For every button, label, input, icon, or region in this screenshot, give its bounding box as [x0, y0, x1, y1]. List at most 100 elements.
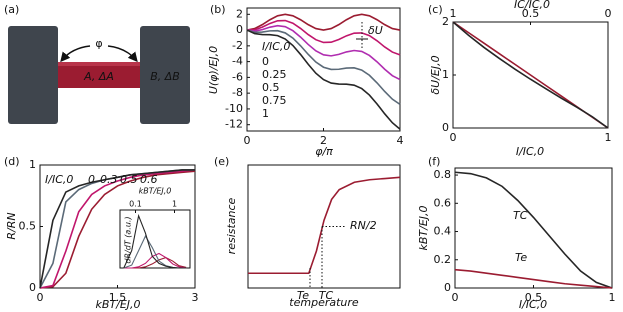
y-tick-label: 0.2 — [434, 253, 452, 266]
x-tick-label: 0 — [452, 291, 459, 304]
legend-entry: 0.25 — [262, 68, 287, 81]
legend-entry: 0.5 — [120, 173, 138, 186]
x-axis-label: kBT/EJ,0 — [139, 187, 172, 196]
y-tick-label: 0.4 — [434, 225, 452, 238]
x-tick-label: 0 — [450, 131, 457, 144]
y-axis-label: resistance — [225, 197, 238, 254]
panel-label: (e) — [214, 155, 229, 168]
x-axis-label: I/IC,0 — [516, 145, 544, 158]
annotation: TC — [319, 289, 334, 302]
plot-frame — [246, 7, 401, 132]
x-tick-label: 1.5 — [109, 291, 127, 304]
curve-label: TC — [513, 209, 528, 222]
legend-entry: 0.5 — [262, 81, 280, 94]
y-axis-label: kBT/EJ,0 — [417, 205, 430, 250]
y-tick-label: 0 — [442, 121, 449, 134]
y-tick-label: 0 — [444, 281, 451, 294]
series-line — [248, 176, 401, 275]
annotation: RN/2 — [350, 219, 377, 232]
y-tick-label: -12 — [225, 118, 243, 131]
series-line — [39, 169, 196, 289]
legend-entry: 0.3 — [100, 173, 118, 186]
series-line — [39, 169, 195, 289]
x-tick-label: 1 — [609, 291, 616, 304]
x-tick-label: 2 — [320, 134, 327, 147]
y-tick-label: -10 — [225, 102, 243, 115]
legend-title: I/IC,0 — [262, 40, 290, 53]
x-axis-label: temperature — [289, 296, 359, 309]
series-line — [246, 29, 401, 106]
x2-tick-label: 0.5 — [522, 7, 540, 20]
y-tick-label: 0.6 — [434, 196, 452, 209]
plot-frame — [247, 164, 401, 289]
y-tick-label: 0 — [29, 281, 36, 294]
x-tick-label: 3 — [192, 291, 199, 304]
junction-bar-top — [58, 62, 140, 66]
phase-arrow — [60, 45, 91, 63]
y-tick-label: -4 — [232, 55, 243, 68]
y-tick-label: 0.5 — [19, 220, 37, 233]
legend-entry: 0 — [88, 173, 95, 186]
y-tick-label: 0.8 — [434, 168, 452, 181]
panel-label: (a) — [4, 3, 19, 16]
x-tick-label: 4 — [397, 134, 404, 147]
left-block — [8, 26, 58, 124]
phase-arrow — [107, 45, 138, 63]
series-line — [246, 24, 401, 81]
x-tick-label: 0 — [244, 134, 251, 147]
plot-frame — [454, 167, 613, 289]
junction-bar — [58, 62, 140, 88]
y-axis-label: U(φ)/EJ,0 — [207, 46, 220, 94]
y-tick-label: 2 — [236, 7, 243, 20]
y-tick-label: -8 — [232, 86, 243, 99]
x2-tick-label: 0 — [605, 7, 612, 20]
legend-entry: 0 — [262, 55, 269, 68]
x-tick-label: 1 — [605, 131, 612, 144]
x2-tick-label: 1 — [450, 7, 457, 20]
series-line — [454, 171, 613, 289]
x-tick-label: 0.5 — [525, 291, 543, 304]
region-label: B, ΔB — [150, 70, 180, 83]
series-line — [246, 29, 401, 130]
series-line — [454, 268, 613, 289]
y-tick-label: 1 — [442, 68, 449, 81]
right-block — [140, 26, 190, 124]
x-axis-label: φ/π — [315, 145, 333, 158]
panel-label: (f) — [428, 155, 440, 168]
y-tick-label: -2 — [232, 39, 243, 52]
series-line — [123, 213, 187, 269]
x-tick-label: 0.1 — [129, 200, 142, 209]
annotation: δU — [368, 24, 383, 37]
curve-label: Te — [515, 251, 527, 264]
legend-entry: 1 — [262, 107, 269, 120]
series-line — [123, 256, 187, 269]
legend-entry: 0.6 — [140, 173, 158, 186]
panel-label: (d) — [4, 155, 20, 168]
x-tick-label: 0 — [37, 291, 44, 304]
x-tick-label: 1 — [172, 200, 177, 209]
panel-label: (b) — [210, 3, 226, 16]
y-tick-label: -6 — [232, 70, 243, 83]
plot-frame — [119, 209, 191, 269]
region-label: A, ΔA — [83, 70, 114, 83]
series-line — [246, 19, 401, 56]
x-axis-label: kBT/EJ,0 — [95, 298, 140, 311]
annotation: Te — [297, 289, 309, 302]
panel-label: (c) — [428, 3, 443, 16]
y-axis-label: R/RN — [5, 212, 18, 239]
series-line — [452, 21, 609, 129]
legend-title: I/IC,0 — [45, 173, 73, 186]
series-line — [246, 13, 401, 31]
phase-label: φ — [95, 37, 102, 50]
y-axis-label: dR/dT (a.u.) — [124, 216, 133, 263]
x-axis-label: I/IC,0 — [519, 298, 547, 311]
legend-entry: 0.75 — [262, 94, 287, 107]
x2-axis-label: IC/IC,0 — [514, 0, 550, 11]
y-tick-label: 0 — [236, 23, 243, 36]
y-tick-label: 2 — [442, 15, 449, 28]
y-tick-label: 1 — [29, 158, 36, 171]
y-axis-label: δU/EJ,0 — [429, 55, 442, 94]
series-line — [39, 170, 196, 289]
